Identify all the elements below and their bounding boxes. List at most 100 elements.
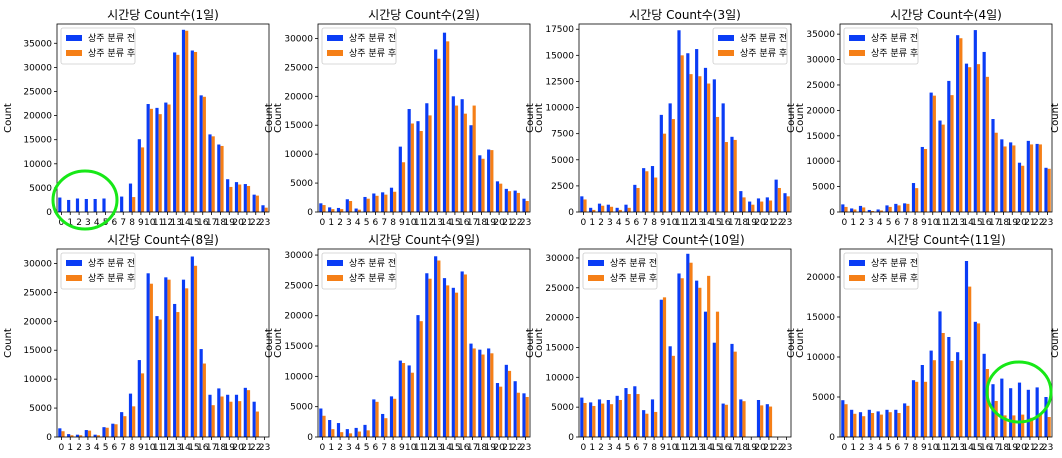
- y-axis-label: Count: [3, 328, 14, 358]
- y-tick-label: 10000: [545, 373, 574, 383]
- y-tick-label: 25000: [23, 87, 52, 97]
- legend-label: 상주 분류 전: [349, 33, 396, 44]
- bar-before-20: [1017, 382, 1022, 437]
- x-tick-label: 0: [842, 218, 848, 228]
- bar-after-16: [202, 363, 206, 437]
- bar-after-17: [472, 105, 476, 212]
- x-tick-label: 18: [737, 218, 749, 228]
- bar-before-11: [155, 316, 159, 437]
- x-tick-label: 2: [598, 443, 604, 453]
- bar-after-13: [437, 260, 441, 437]
- x-tick-label: 11: [675, 218, 686, 228]
- bar-after-3: [348, 201, 353, 212]
- y-tick-label: 35000: [806, 30, 835, 40]
- bar-after-11: [941, 333, 945, 437]
- bar-before-0: [580, 196, 584, 212]
- bar-before-3: [867, 209, 871, 212]
- bar-before-10: [146, 273, 150, 437]
- bar-before-11: [938, 120, 942, 212]
- bar-after-12: [428, 278, 432, 437]
- x-tick-label: 9: [138, 443, 144, 453]
- bar-after-23: [1047, 168, 1051, 212]
- x-tick-label: 23: [1042, 443, 1053, 453]
- x-tick-label: 12: [423, 218, 434, 228]
- x-tick-label: 5: [625, 218, 631, 228]
- bar-before-21: [504, 188, 508, 212]
- x-tick-label: 5: [103, 443, 109, 453]
- bar-after-7: [906, 203, 910, 212]
- bar-after-8: [393, 398, 397, 437]
- bar-before-0: [319, 408, 323, 437]
- x-tick-label: 9: [399, 218, 405, 228]
- bar-after-10: [932, 360, 936, 437]
- x-tick-label: 3: [85, 443, 91, 453]
- bar-after-11: [941, 124, 945, 212]
- x-tick-label: 14: [701, 443, 713, 453]
- bar-after-14: [968, 67, 972, 213]
- x-tick-label: 13: [171, 218, 182, 228]
- bar-after-1: [592, 405, 596, 437]
- bar-after-14: [707, 275, 711, 437]
- plot-frame: [578, 248, 792, 438]
- bar-before-12: [686, 53, 690, 212]
- bar-after-22: [1038, 144, 1042, 212]
- x-tick-label: 19: [1007, 218, 1019, 228]
- x-tick-label: 1: [850, 218, 856, 228]
- bar-before-3: [84, 430, 88, 437]
- bar-before-1: [67, 434, 71, 437]
- bar-before-6: [372, 193, 376, 212]
- bar-before-16: [199, 95, 203, 212]
- x-tick-label: 6: [895, 443, 901, 453]
- x-tick-label: 9: [660, 443, 666, 453]
- bar-after-5: [366, 198, 370, 212]
- bar-before-2: [75, 198, 80, 212]
- bar-before-17: [469, 125, 473, 212]
- x-tick-label: 23: [259, 218, 270, 228]
- bar-after-18: [1003, 146, 1007, 212]
- bar-before-2: [597, 399, 602, 437]
- bar-before-1: [589, 402, 593, 437]
- x-tick-label: 15: [188, 218, 199, 228]
- bar-before-16: [721, 403, 725, 437]
- x-tick-label: 17: [728, 218, 739, 228]
- bar-before-16: [460, 99, 464, 212]
- bar-after-10: [410, 372, 414, 437]
- bar-before-7: [642, 410, 646, 437]
- bar-before-23: [261, 205, 265, 212]
- bar-before-18: [739, 399, 743, 437]
- bar-after-6: [636, 187, 640, 212]
- x-tick-label: 18: [215, 218, 227, 228]
- bar-before-5: [624, 204, 628, 212]
- bar-after-18: [220, 396, 224, 437]
- bar-before-12: [425, 103, 429, 212]
- bar-before-14: [703, 67, 708, 212]
- x-tick-label: 16: [458, 218, 470, 228]
- bar-after-17: [733, 351, 737, 437]
- x-tick-label: 6: [895, 218, 901, 228]
- chart-panel-4: 시간당 Count수(4일) Count 0 5000 10000 15000 20000 2…: [786, 8, 1061, 228]
- bar-after-12: [428, 115, 432, 212]
- bar-before-5: [624, 388, 628, 437]
- bar-after-12: [689, 262, 693, 437]
- x-tick-label: 13: [171, 443, 182, 453]
- highlight-circle: [51, 169, 119, 231]
- x-tick-label: 14: [179, 443, 191, 453]
- x-tick-label: 12: [945, 218, 956, 228]
- bar-before-20: [495, 383, 500, 437]
- x-tick-label: 11: [414, 218, 425, 228]
- bar-before-21: [243, 387, 247, 437]
- bar-after-8: [915, 188, 919, 212]
- x-tick-label: 3: [346, 218, 352, 228]
- bar-after-19: [490, 353, 494, 437]
- bar-after-3: [87, 430, 92, 437]
- x-tick-label: 19: [485, 443, 497, 453]
- bar-before-2: [336, 207, 341, 212]
- x-tick-label: 3: [607, 218, 613, 228]
- bar-after-15: [193, 265, 198, 437]
- bar-before-14: [442, 278, 447, 437]
- bar-after-0: [583, 402, 587, 437]
- y-tick-label: 7500: [551, 130, 574, 140]
- bar-after-11: [680, 278, 684, 437]
- bar-after-2: [601, 403, 605, 437]
- y-tick-label: 5000: [29, 404, 52, 414]
